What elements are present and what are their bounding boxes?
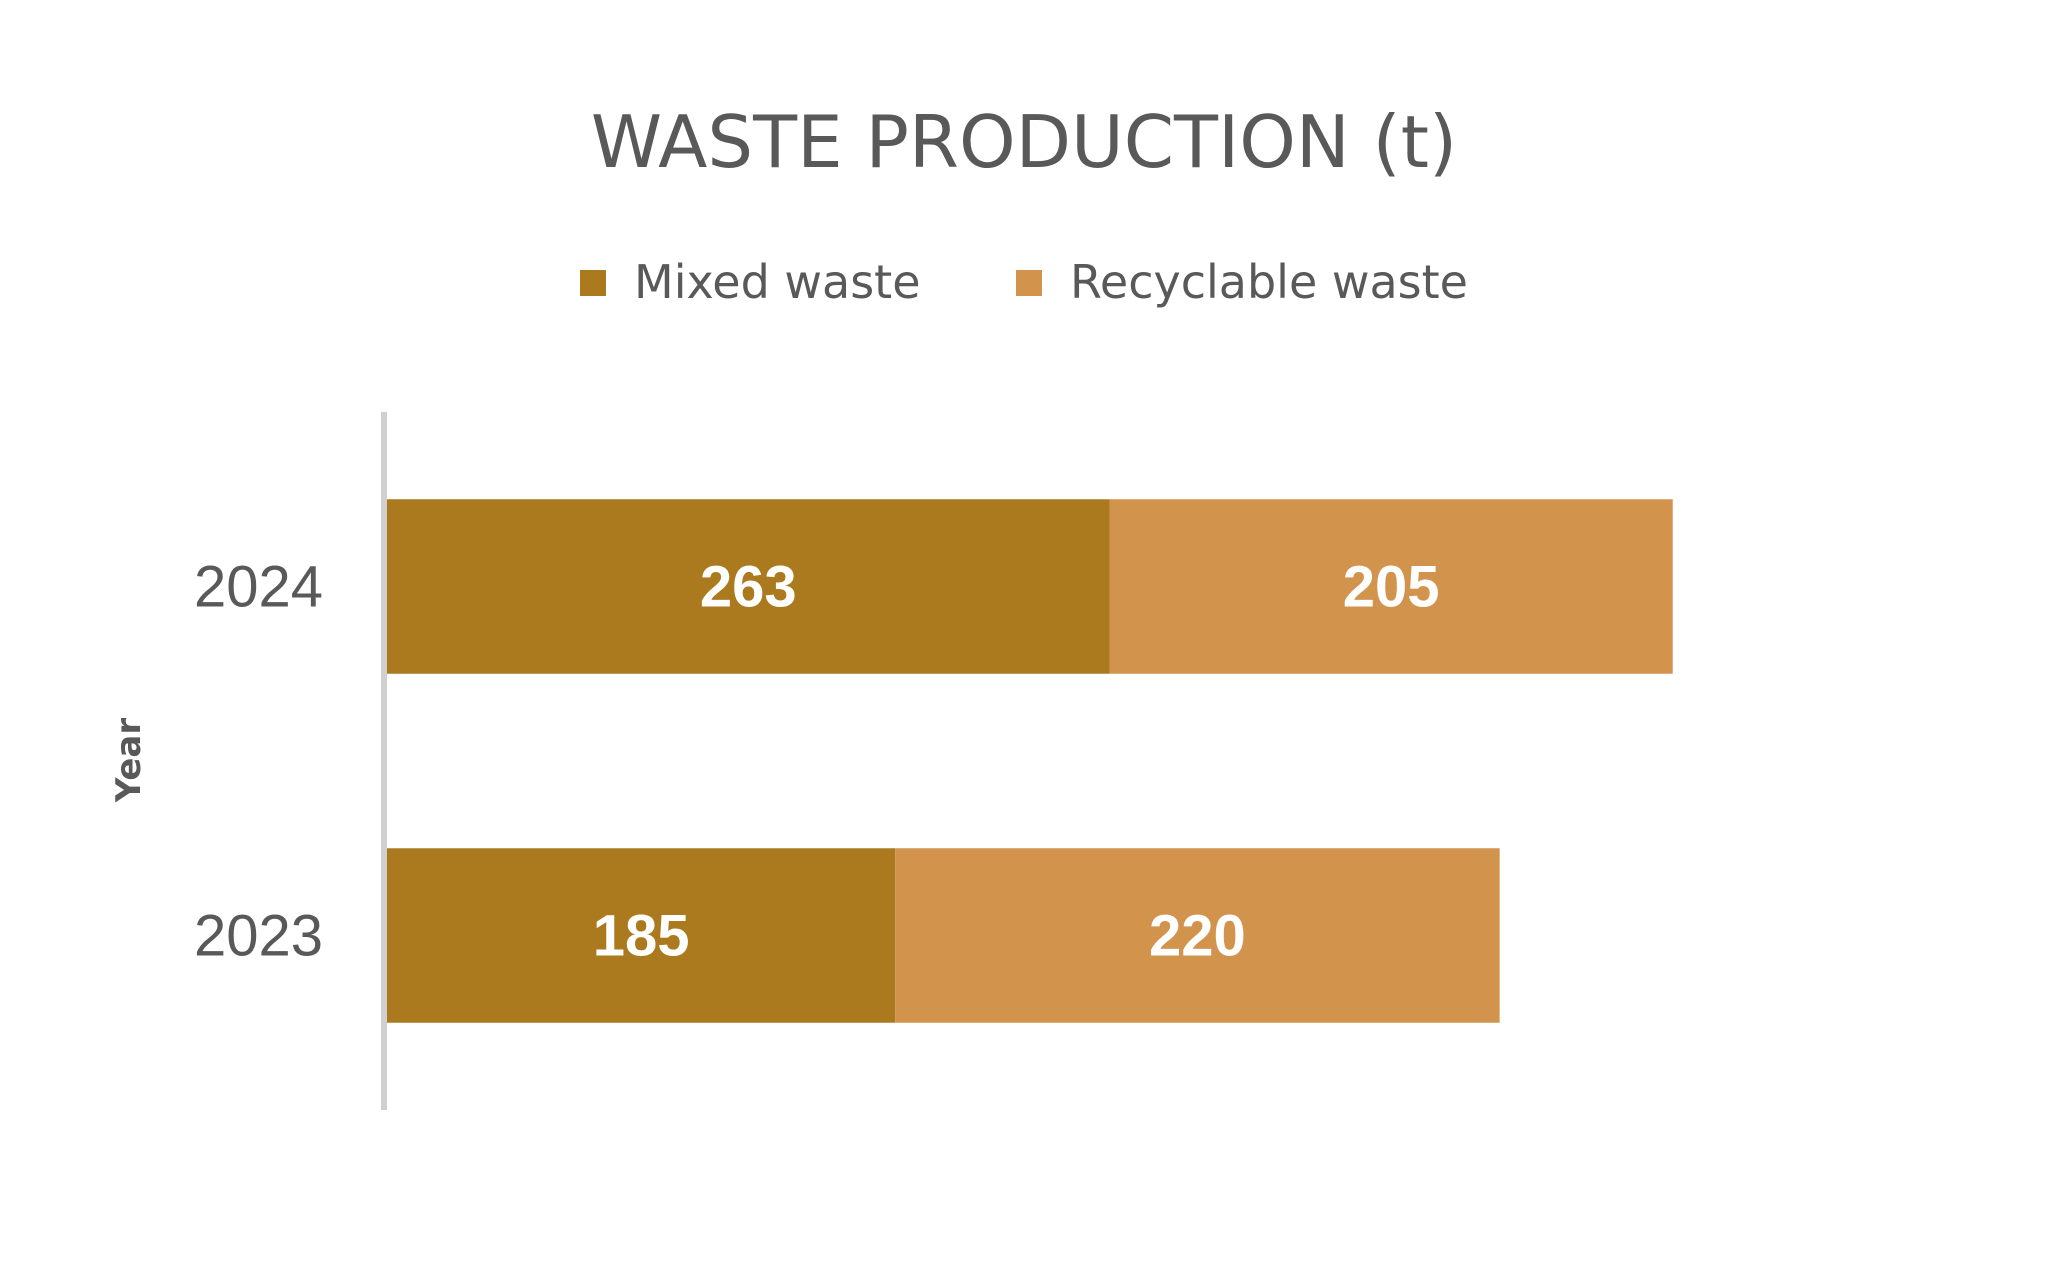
bar-2024-mixed-waste <box>387 499 1110 674</box>
category-tick-2023: 2023 <box>194 904 323 969</box>
data-label-2023-mixed-waste: 185 <box>593 904 690 969</box>
category-axis-ticks: 2024 2023 <box>194 555 323 969</box>
legend-label-recyclable-waste: Recyclable waste <box>1070 255 1468 309</box>
category-tick-2024: 2024 <box>194 555 323 620</box>
data-label-2024-recyclable-waste: 205 <box>1343 555 1440 620</box>
legend-label-mixed-waste: Mixed waste <box>634 255 921 309</box>
bar-2023-recyclable-waste <box>895 848 1500 1023</box>
chart-title: WASTE PRODUCTION (t) <box>591 100 1457 184</box>
bar-2023-mixed-waste <box>387 848 896 1023</box>
data-label-2023-recyclable-waste: 220 <box>1149 904 1246 969</box>
data-label-2024-mixed-waste: 263 <box>700 555 797 620</box>
y-axis-title: Year <box>109 718 149 804</box>
legend: Mixed waste Recyclable waste <box>580 255 1468 309</box>
legend-swatch-mixed-waste <box>580 270 606 296</box>
bar-2024-recyclable-waste <box>1109 499 1673 674</box>
bars-layer: 263 205 185 220 <box>387 499 1673 1023</box>
legend-swatch-recyclable-waste <box>1016 270 1042 296</box>
